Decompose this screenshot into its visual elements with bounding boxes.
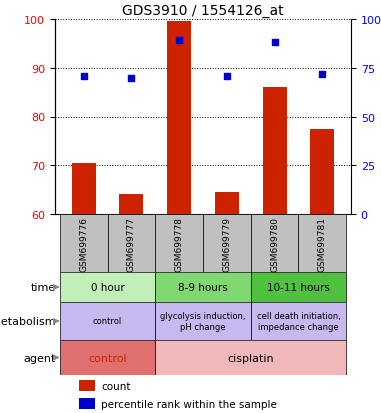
Bar (263, 88, 287, 214)
Bar (60, 272, 155, 302)
Bar (60, 302, 155, 340)
Text: glycolysis induction,
pH change: glycolysis induction, pH change (160, 311, 246, 331)
Bar (203, 214, 251, 272)
Bar (155, 272, 251, 302)
Bar (167, 22, 191, 214)
Text: 0 hour: 0 hour (91, 282, 124, 292)
Bar (79, 380, 95, 391)
Bar (251, 214, 298, 272)
Text: GSM699779: GSM699779 (223, 216, 231, 271)
Text: count: count (101, 381, 130, 391)
Bar (155, 214, 203, 272)
Title: GDS3910 / 1554126_at: GDS3910 / 1554126_at (122, 4, 284, 17)
Text: percentile rank within the sample: percentile rank within the sample (101, 399, 277, 409)
Text: GSM699778: GSM699778 (174, 216, 184, 271)
Text: cisplatin: cisplatin (227, 353, 274, 363)
Bar (107, 214, 155, 272)
Text: control: control (88, 353, 127, 363)
Text: GSM699777: GSM699777 (127, 216, 136, 271)
Bar (79, 398, 95, 409)
Text: GSM699776: GSM699776 (79, 216, 88, 271)
Text: agent: agent (24, 353, 56, 363)
Point (319, 71, 325, 78)
Text: GSM699781: GSM699781 (318, 216, 327, 271)
Bar (155, 302, 251, 340)
Text: 8-9 hours: 8-9 hours (178, 282, 228, 292)
Bar (298, 214, 346, 272)
Text: GSM699780: GSM699780 (270, 216, 279, 271)
Bar (311, 129, 334, 214)
Bar (251, 302, 346, 340)
Text: metabolism: metabolism (0, 316, 56, 326)
Bar (120, 195, 143, 214)
Text: control: control (93, 317, 122, 326)
Bar (72, 164, 96, 214)
Bar (155, 340, 346, 375)
Point (176, 38, 182, 45)
Point (128, 75, 134, 82)
Bar (215, 192, 239, 214)
Text: time: time (31, 282, 56, 292)
Text: 10-11 hours: 10-11 hours (267, 282, 330, 292)
Bar (251, 272, 346, 302)
Point (81, 73, 87, 80)
Bar (60, 214, 107, 272)
Point (272, 40, 278, 47)
Text: cell death initiation,
impedance change: cell death initiation, impedance change (256, 311, 340, 331)
Bar (60, 340, 155, 375)
Point (224, 73, 230, 80)
